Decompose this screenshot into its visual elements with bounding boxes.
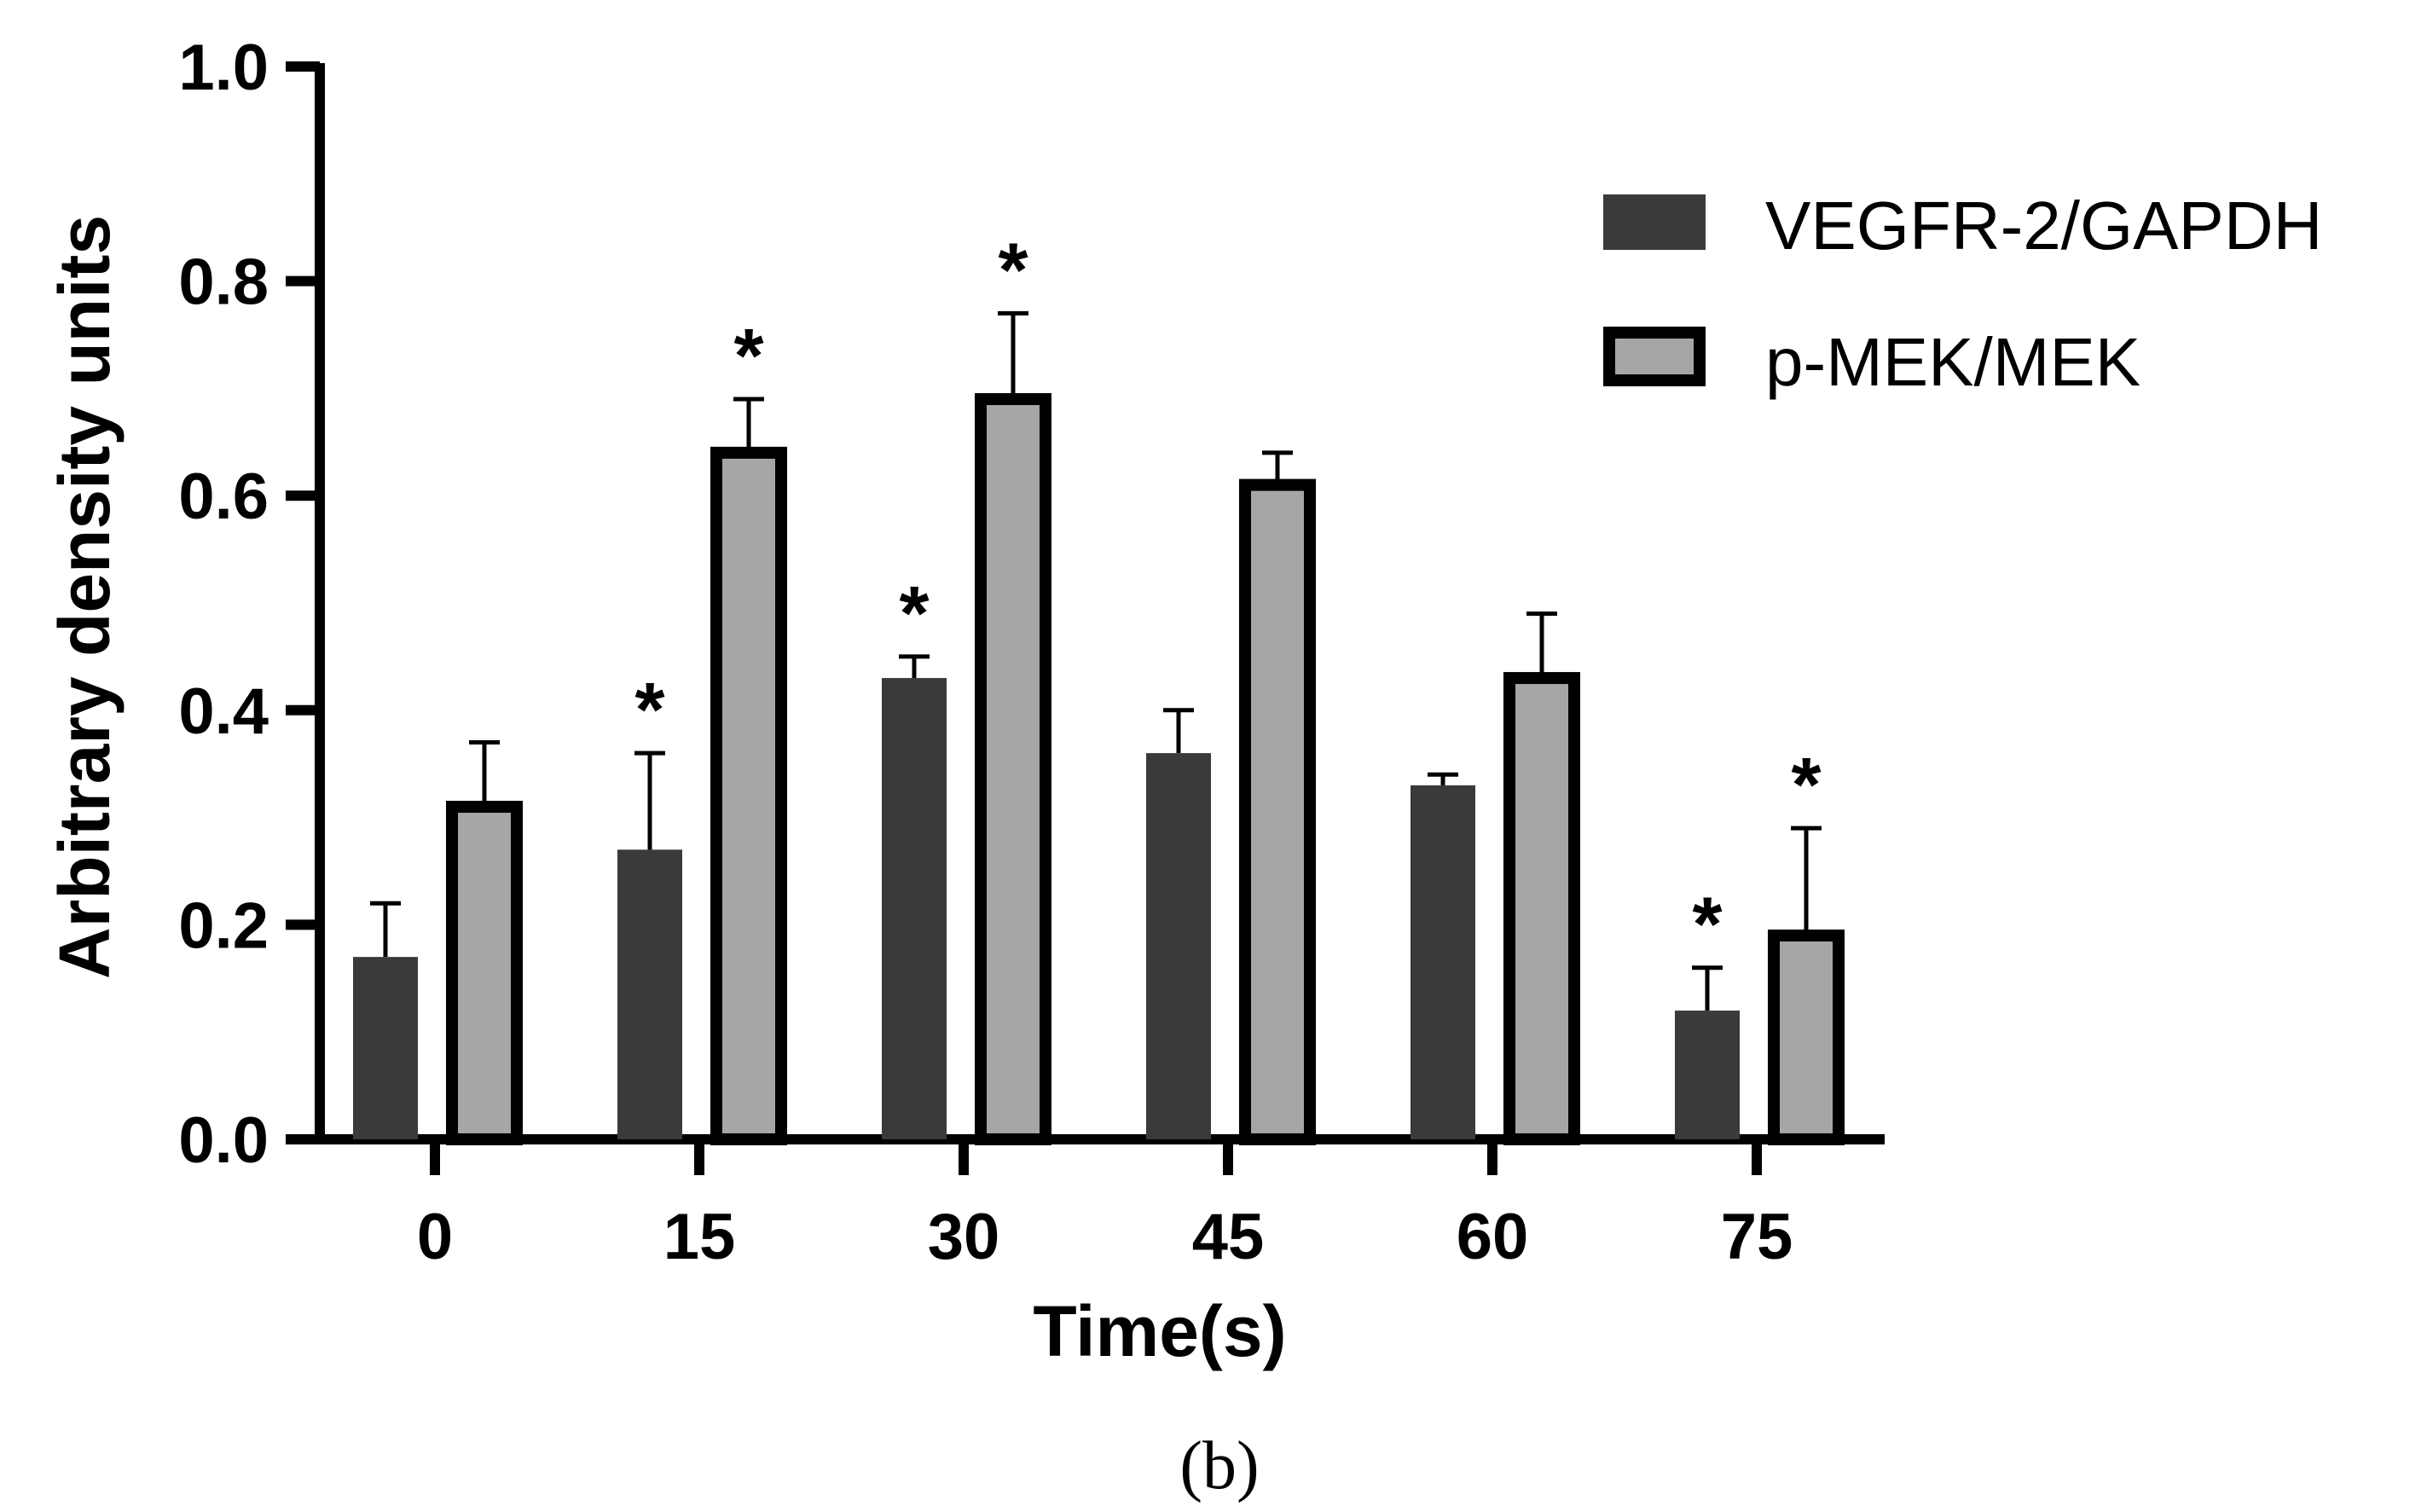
legend-label-pmek: p-MEK/MEK [1765,324,2140,400]
significance-star: * [1692,883,1722,968]
x-tick-label: 15 [663,1201,736,1273]
bar-vegfr2 [1675,1011,1740,1139]
bar-vegfr2 [1411,785,1475,1139]
bar-pmek [975,392,1051,1146]
significance-star: * [998,228,1028,313]
y-tick-label: 0.0 [178,1104,269,1177]
bar-pmek [1768,929,1845,1145]
legend-label-vegfr2: VEGFR-2/GAPDH [1765,188,2322,264]
y-tick-label: 0.4 [178,675,269,748]
error-bars-group [370,310,1822,1011]
bars-group [353,392,1845,1146]
significance-star: * [899,571,929,657]
x-axis-title: Time(s) [1033,1291,1286,1371]
bar-vegfr2 [617,849,682,1139]
significance-star: * [733,314,763,399]
y-axis-title: Arbitrary density units [44,215,125,979]
x-tick-label: 75 [1721,1201,1793,1273]
axes-group: 0.0 0.2 0.4 0.6 0.8 1.0 0 15 30 45 60 75 [178,32,1885,1273]
bar-pmek [1503,672,1580,1145]
x-tick-label: 60 [1457,1201,1529,1273]
x-tick-label: 0 [417,1201,453,1273]
y-tick-label: 1.0 [178,32,269,104]
significance-group: * * * * * * [634,228,1821,967]
legend-swatch-pmek [1603,327,1706,386]
bar-vegfr2 [882,678,947,1139]
bar-vegfr2 [1146,753,1211,1139]
panel-label: (b) [1179,1428,1259,1503]
significance-star: * [1791,743,1821,828]
x-tick-label: 45 [1192,1201,1265,1273]
bar-pmek [710,446,787,1145]
y-tick-label: 0.2 [178,889,269,962]
significance-star: * [634,668,664,753]
y-tick-label: 0.6 [178,461,269,533]
legend-swatch-vegfr2 [1603,194,1706,250]
legend: VEGFR-2/GAPDH p-MEK/MEK [1603,188,2322,400]
y-tick-label: 0.8 [178,246,269,319]
x-tick-label: 30 [928,1201,1000,1273]
bar-vegfr2 [353,957,418,1139]
bar-pmek [1239,478,1316,1145]
bar-pmek [446,801,523,1146]
